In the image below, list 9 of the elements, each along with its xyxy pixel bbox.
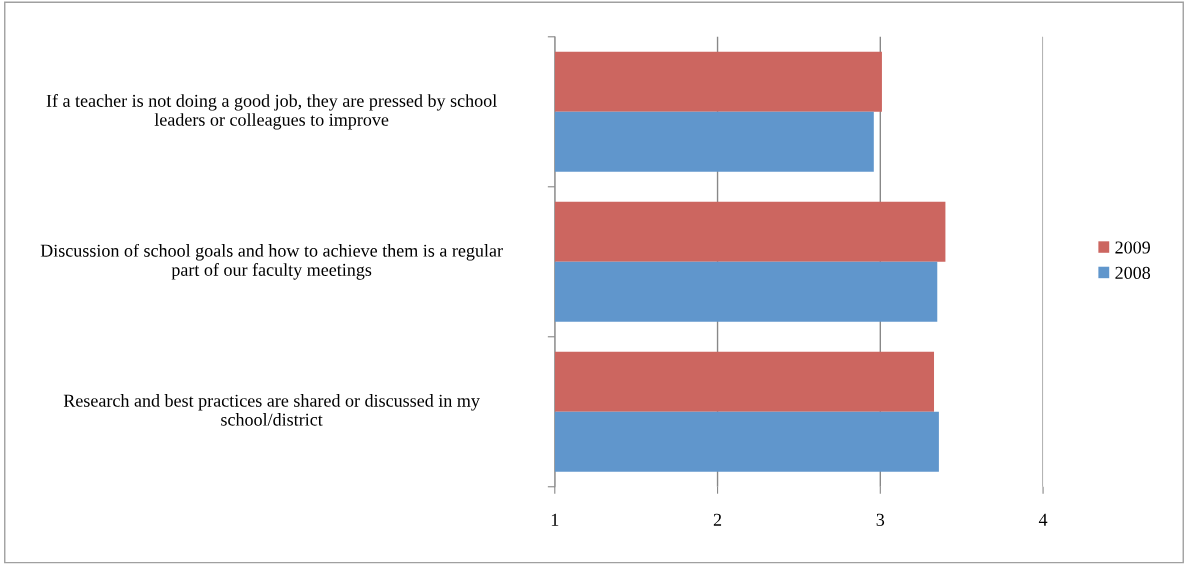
x-tick-label: 4 (1038, 513, 1048, 526)
legend-label: 2008 (1115, 266, 1151, 279)
x-tick-label: 2 (713, 513, 722, 526)
x-tick-label: 3 (876, 513, 885, 526)
legend-label: 2009 (1115, 241, 1150, 254)
y-tick-label: Discussion of school goals and how to achieve them is a regular part of our faculty meetings (40, 243, 503, 280)
x-tick-label: 1 (551, 513, 559, 526)
y-tick-label: If a teacher is not doing a good job, they are pressed by school leaders or colleagues to improve (46, 94, 497, 130)
y-tick-label: Research and best practices are shared or discussed in my school/district (63, 394, 480, 426)
